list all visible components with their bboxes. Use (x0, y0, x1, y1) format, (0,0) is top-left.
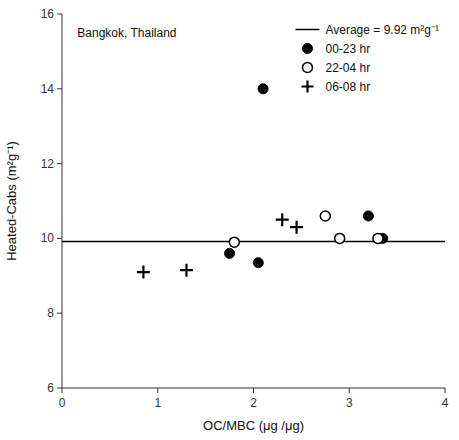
point (363, 211, 373, 221)
point (137, 266, 150, 279)
point (276, 213, 289, 226)
y-tick-label: 16 (41, 7, 55, 21)
title: Bangkok, Thailand (77, 26, 176, 40)
x-tick-label: 3 (346, 396, 353, 410)
y-tick-label: 8 (47, 306, 54, 320)
y-axis-label: Heated-Cabs (m²g⁻¹) (4, 141, 19, 261)
x-tick (157, 388, 158, 393)
legend-label: 00-23 hr (325, 42, 370, 56)
legend-label: Average = 9.92 m²g⁻¹ (325, 23, 439, 37)
point (290, 221, 303, 234)
series (229, 211, 383, 247)
x-tick (253, 388, 254, 393)
point (180, 264, 193, 277)
background (0, 0, 459, 440)
series (137, 213, 303, 278)
y-tick (57, 313, 62, 314)
y-tick (57, 14, 62, 15)
y-tick (57, 238, 62, 239)
chart: 012346810121416OC/MBC (μg /μg)Heated-Cab… (0, 0, 459, 440)
legend: Average = 9.92 m²g⁻¹ 00-23 hr 22-04 hr 06-0… (295, 23, 439, 94)
x-tick (349, 388, 350, 393)
y-tick-label: 12 (41, 157, 55, 171)
x-tick-label: 4 (442, 396, 449, 410)
plot-area (62, 84, 445, 279)
x-tick (445, 388, 446, 393)
point (258, 84, 268, 94)
legend-label: 06-08 hr (325, 80, 370, 94)
point (320, 211, 330, 221)
y-tick (57, 388, 62, 389)
legend-swatch (295, 29, 319, 31)
point (373, 233, 383, 243)
y-tick-label: 6 (47, 381, 54, 395)
legend-swatch (302, 63, 312, 73)
point (229, 237, 239, 247)
x-tick-label: 0 (59, 396, 66, 410)
y-tick-label: 10 (41, 231, 55, 245)
series (225, 84, 388, 268)
point (225, 248, 235, 258)
y-axis-line (62, 14, 63, 388)
point (335, 233, 345, 243)
x-axis-label: OC/MBC (μg /μg) (203, 418, 304, 433)
legend-label: 22-04 hr (325, 61, 370, 75)
axes: 012346810121416 (41, 7, 449, 410)
x-tick-label: 2 (250, 396, 257, 410)
x-tick-label: 1 (154, 396, 161, 410)
point (253, 258, 263, 268)
legend-swatch (302, 44, 312, 54)
y-tick-label: 14 (41, 82, 55, 96)
y-tick (57, 88, 62, 89)
y-tick (57, 163, 62, 164)
x-tick (62, 388, 63, 393)
legend-swatch (301, 81, 313, 93)
